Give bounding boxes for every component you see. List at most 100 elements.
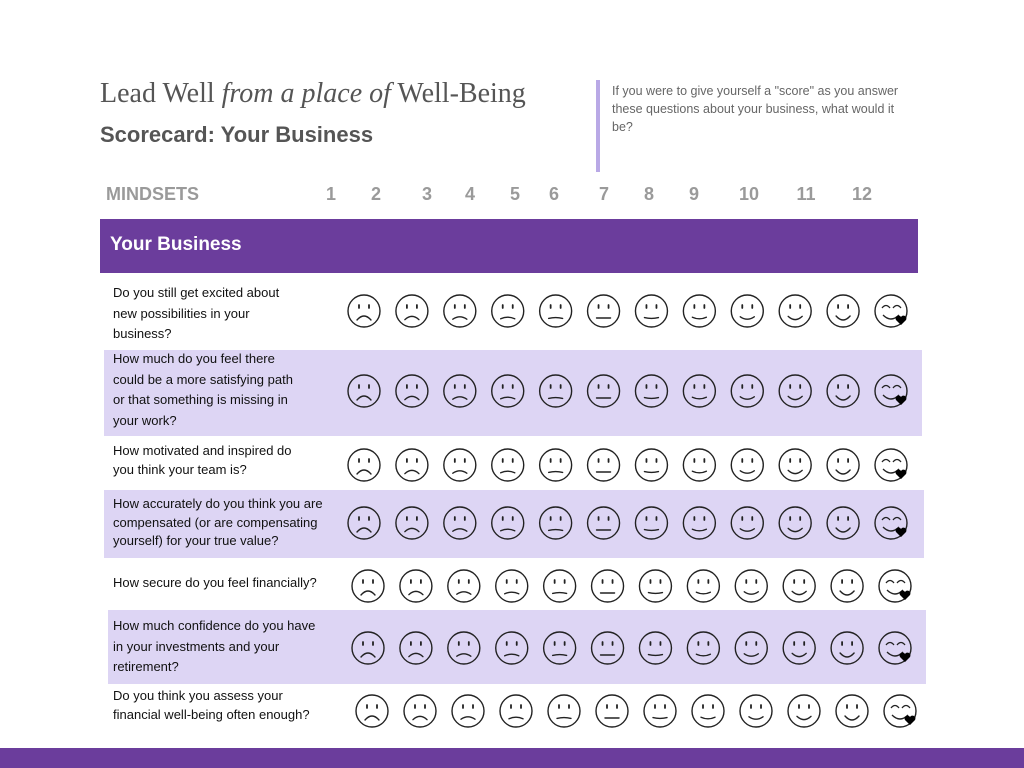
face-mouth (791, 652, 807, 658)
face-eye (693, 458, 706, 463)
face (730, 448, 764, 482)
section-header: Your Business (100, 219, 918, 273)
face-eye (750, 704, 762, 709)
face-eye (549, 304, 562, 309)
face-eye (702, 704, 714, 709)
face (499, 694, 533, 728)
face-eye (410, 579, 422, 584)
face (634, 374, 669, 408)
face-eye (597, 304, 610, 309)
face-mouth (360, 652, 376, 658)
face-eye (793, 579, 806, 584)
face (538, 448, 573, 482)
face-mouth (787, 315, 803, 321)
row-background (104, 350, 922, 436)
face (538, 294, 573, 328)
face (682, 448, 717, 482)
face (451, 694, 485, 728)
face (347, 294, 381, 328)
face (734, 631, 768, 665)
scale-number: 7 (598, 184, 610, 204)
row-background (104, 490, 924, 558)
face (443, 448, 477, 482)
face (730, 294, 764, 328)
face-mouth (404, 527, 420, 533)
face (874, 374, 908, 408)
face (883, 694, 917, 728)
face-mouth (643, 316, 660, 320)
face (682, 374, 717, 408)
face-mouth (796, 715, 812, 721)
face-eye (406, 458, 418, 463)
face (634, 448, 669, 482)
question-line: Do you think you assess your (113, 688, 283, 703)
question-line: new possibilities in your (113, 305, 250, 321)
face-heart (899, 590, 911, 600)
scale-number: 11 (796, 184, 816, 204)
face (395, 448, 429, 482)
face (691, 694, 725, 728)
face-mouth (739, 470, 755, 474)
face (878, 631, 912, 665)
face (586, 506, 621, 540)
face-eye (501, 458, 514, 463)
face (682, 506, 717, 540)
face-eye (837, 384, 849, 389)
face-mouth (643, 528, 660, 532)
face-mouth (748, 716, 764, 720)
face-mouth (364, 715, 380, 721)
face-mouth (356, 469, 372, 475)
face-eye (501, 384, 514, 389)
face-eye (453, 384, 466, 389)
face-mouth (787, 395, 803, 401)
face-eye (406, 516, 418, 521)
face-eye (505, 641, 518, 646)
face-eye (645, 516, 658, 521)
face-eye (362, 579, 374, 584)
face-mouth (404, 395, 420, 401)
question-line: you think your team is? (113, 461, 247, 477)
face-eye (358, 516, 370, 521)
scale-number: 2 (370, 184, 382, 204)
face (778, 506, 812, 540)
face-mouth (404, 469, 420, 475)
face-mouth (835, 527, 851, 533)
face-eye (366, 704, 378, 709)
face (734, 569, 768, 603)
scale-number: 9 (688, 184, 700, 204)
face-eye (457, 641, 470, 646)
face-eye (462, 704, 474, 709)
face-eye (841, 641, 853, 646)
face (874, 506, 908, 540)
face-mouth (743, 653, 759, 657)
face (491, 294, 525, 328)
face-eye (457, 579, 470, 584)
question-line: in your investments and your (113, 638, 280, 654)
face (495, 631, 529, 665)
face-mouth (695, 653, 712, 657)
face-mouth (556, 716, 572, 720)
face-mouth (456, 591, 472, 595)
face-mouth (652, 716, 668, 720)
face-eye (649, 641, 662, 646)
face (403, 694, 437, 728)
face-eye (453, 304, 466, 309)
face-eye (553, 641, 566, 646)
face (547, 694, 581, 728)
face-mouth (691, 396, 708, 400)
question-line: could be a more satisfying path (113, 371, 293, 387)
face (830, 569, 864, 603)
face-eye (693, 304, 706, 309)
face-eye (881, 458, 902, 463)
face-mouth (695, 591, 712, 595)
face-mouth (787, 469, 803, 475)
face-mouth (500, 316, 516, 320)
face-eye (645, 304, 658, 309)
face (491, 448, 525, 482)
face-eye (453, 458, 466, 463)
face-eye (697, 579, 710, 584)
face-eye (745, 579, 758, 584)
face (538, 374, 573, 408)
face (395, 294, 429, 328)
